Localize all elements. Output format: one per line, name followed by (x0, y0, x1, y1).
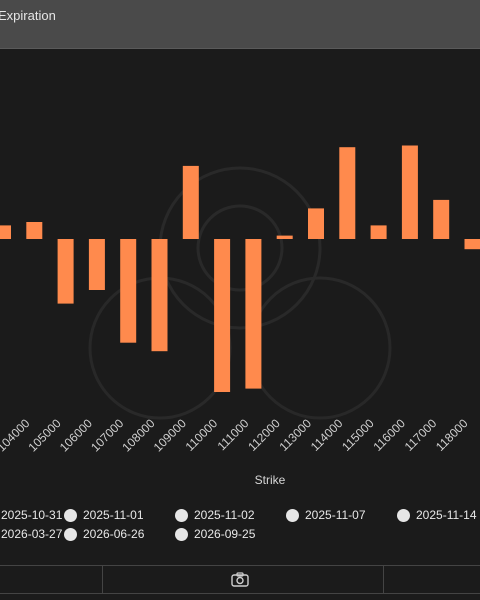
bar-108000[interactable] (151, 239, 168, 352)
x-tick-label: 110000 (183, 416, 221, 454)
x-tick-label: 118000 (433, 416, 471, 454)
legend-dot-icon (286, 508, 299, 522)
bar-103000[interactable] (0, 225, 11, 239)
legend-label: 2025-11-01 (83, 508, 144, 522)
title-bar: Expiration (0, 0, 480, 49)
bar-111000[interactable] (245, 239, 262, 389)
bar-110000[interactable] (214, 239, 231, 392)
x-tick-label: 113000 (277, 416, 315, 454)
legend-item[interactable]: 2026-03-27 (0, 527, 62, 541)
x-tick-label: 117000 (402, 416, 440, 454)
toolbar-divider (383, 566, 384, 593)
toolbar-divider (102, 566, 103, 593)
bar-105000[interactable] (57, 239, 74, 304)
x-axis-label: Strike (255, 473, 286, 487)
legend-item[interactable]: 2025-10-31 (0, 508, 62, 522)
bar-117000[interactable] (433, 199, 450, 239)
x-tick-label: 112000 (245, 416, 283, 454)
bar-107000[interactable] (120, 239, 137, 343)
bar-106000[interactable] (88, 239, 105, 290)
legend-item[interactable]: 2025-11-14 (397, 508, 477, 522)
bar-118000[interactable] (464, 239, 480, 250)
bar-113000[interactable] (308, 208, 324, 239)
legend-label: 2026-09-25 (194, 527, 256, 541)
legend-dot-icon (175, 527, 188, 541)
bar-109000[interactable] (182, 165, 199, 239)
chart-title: Expiration (0, 8, 56, 23)
bar-114000[interactable] (339, 147, 356, 239)
legend-item[interactable]: 2026-06-26 (64, 527, 144, 541)
x-tick-label: 111000 (215, 416, 252, 453)
legend-label: 2025-10-31 (1, 508, 63, 522)
x-tick-label: 108000 (119, 416, 157, 454)
legend-label: 2026-06-26 (83, 527, 145, 541)
legend-dot-icon (64, 527, 77, 541)
legend-item[interactable]: 2025-11-07 (286, 508, 366, 522)
x-tick-label: 114000 (308, 416, 346, 454)
legend-label: 2026-03-27 (1, 527, 63, 541)
bar-112000[interactable] (276, 235, 293, 239)
x-tick-label: 109000 (151, 416, 189, 454)
legend-item[interactable]: 2025-11-01 (64, 508, 144, 522)
legend-label: 2025-11-02 (194, 508, 255, 522)
bar-104000[interactable] (26, 222, 43, 239)
chart-toolbar (0, 565, 480, 594)
x-tick-label: 107000 (88, 416, 126, 454)
legend-dot-icon (64, 508, 77, 522)
bar-116000[interactable] (401, 145, 418, 240)
x-tick-label: 115000 (339, 416, 377, 454)
legend-item[interactable]: 2026-09-25 (175, 527, 255, 541)
legend: 2025-10-31 2025-11-01 2025-11-02 2025-11-07… (0, 508, 480, 548)
x-tick-label: 106000 (57, 416, 95, 454)
x-tick-label: 104000 (0, 416, 33, 454)
camera-icon[interactable] (229, 570, 251, 590)
bar-chart: 1030001040001050001060001070001080001090… (0, 145, 480, 487)
legend-item[interactable]: 2025-11-02 (175, 508, 255, 522)
x-tick-label: 116000 (370, 416, 408, 454)
bar-115000[interactable] (370, 225, 387, 239)
legend-dot-icon (397, 508, 410, 522)
legend-label: 2025-11-07 (305, 508, 366, 522)
legend-label: 2025-11-14 (416, 508, 477, 522)
x-tick-label: 105000 (26, 416, 64, 454)
legend-dot-icon (175, 508, 188, 522)
